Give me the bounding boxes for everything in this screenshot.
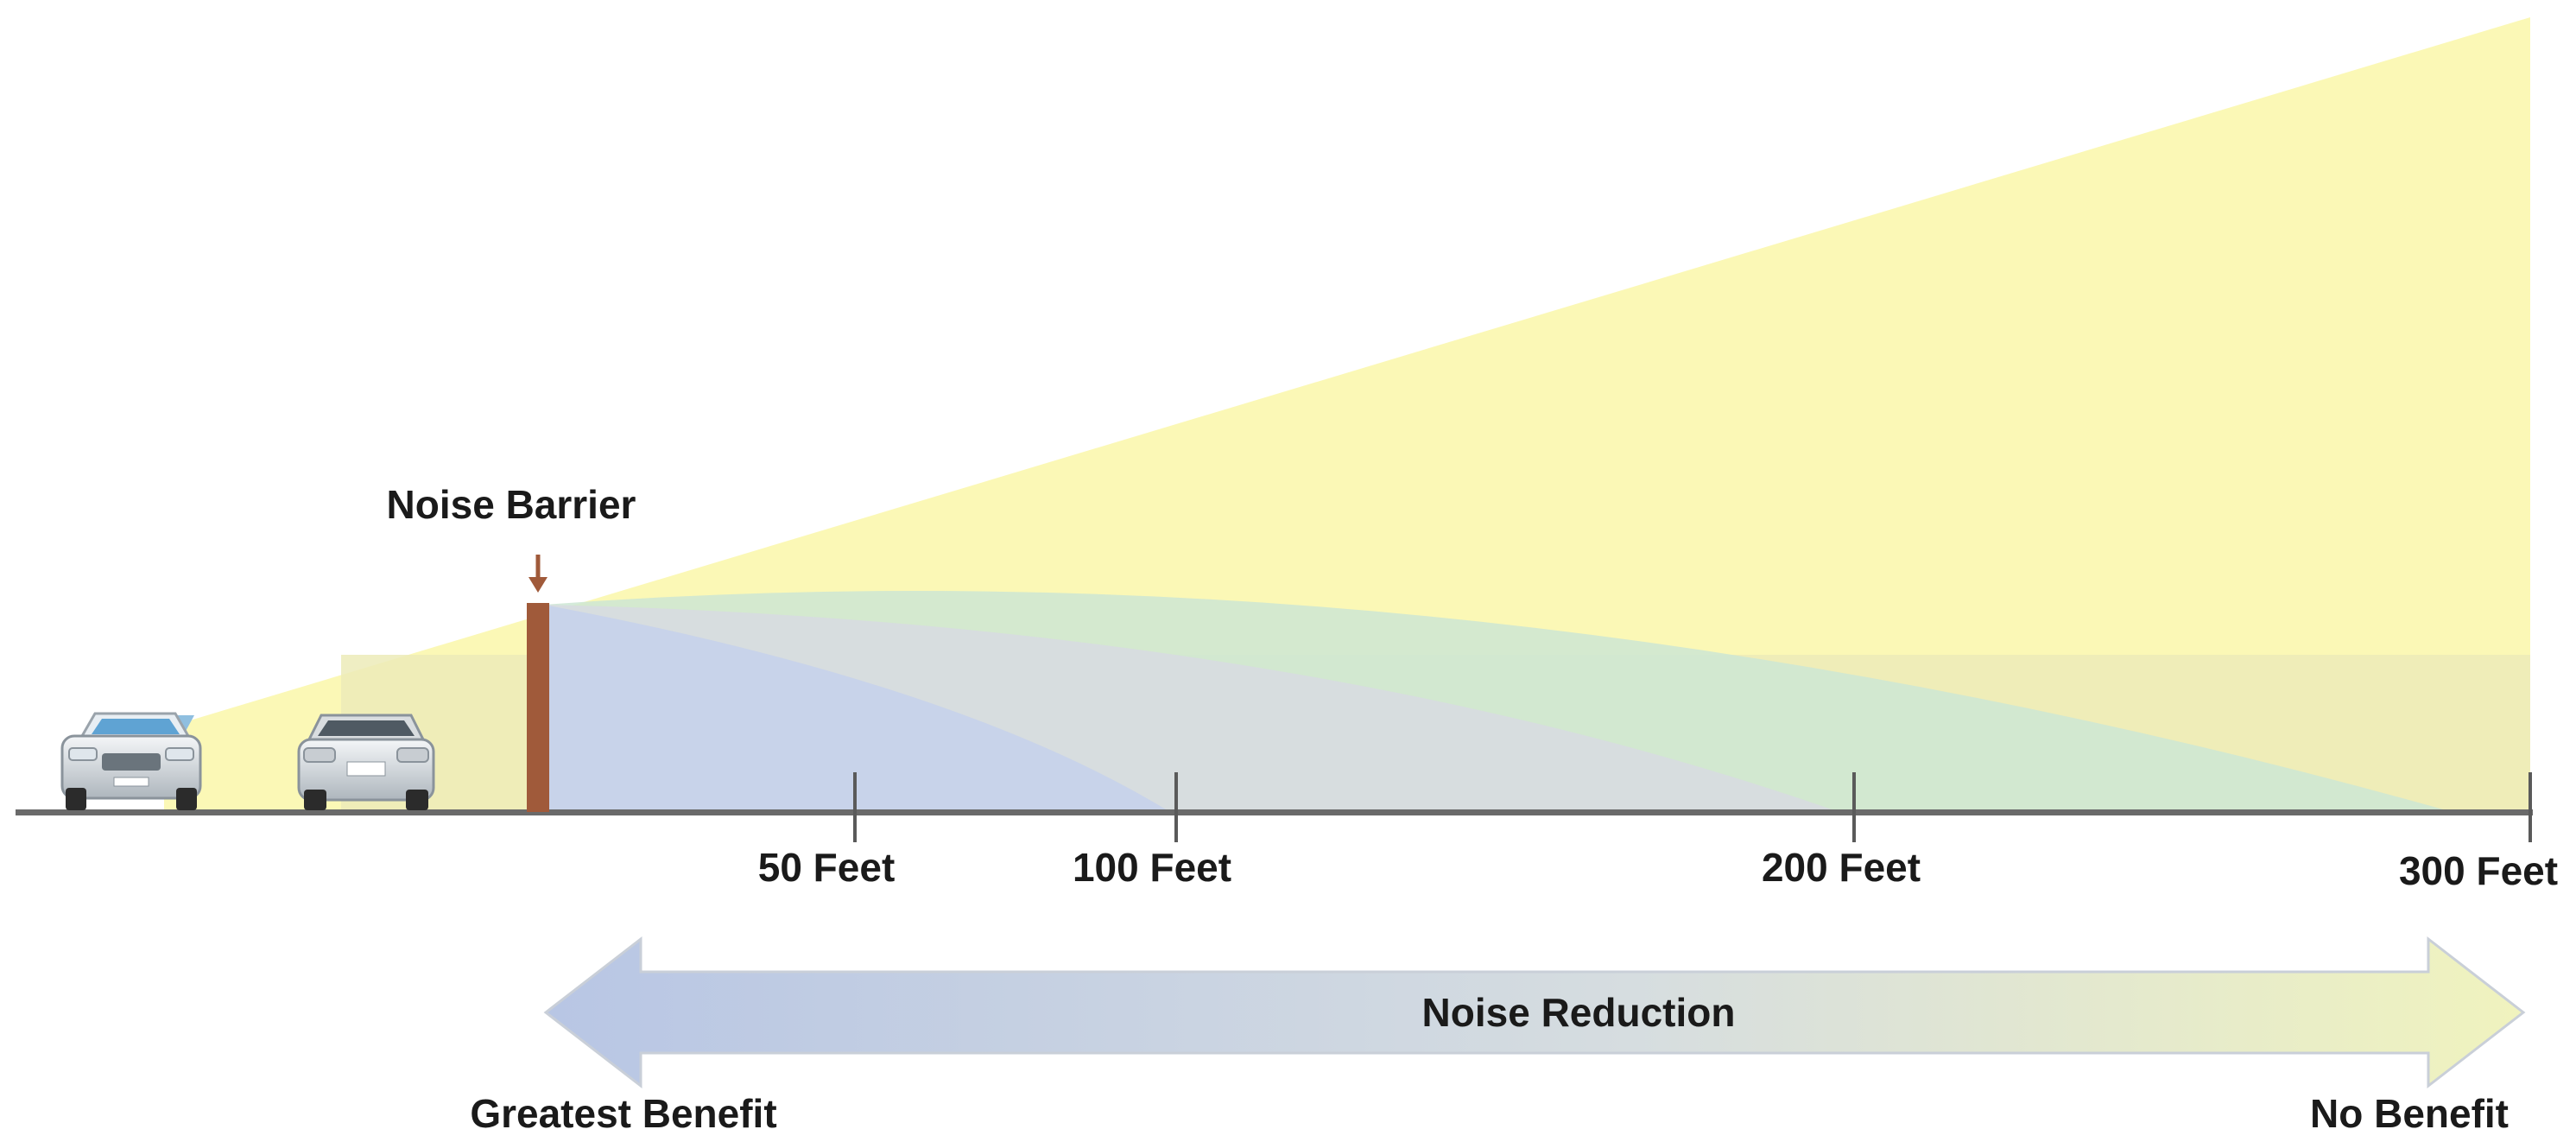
greatest-benefit-label: Greatest Benefit bbox=[470, 1091, 776, 1136]
distance-label-300: 300 Feet bbox=[2399, 848, 2558, 893]
noise-barrier-label: Noise Barrier bbox=[387, 482, 636, 527]
no-benefit-label: No Benefit bbox=[2310, 1091, 2509, 1136]
down-arrow-icon bbox=[528, 555, 547, 593]
barrier-post-icon bbox=[527, 603, 549, 812]
distance-label-50: 50 Feet bbox=[758, 845, 896, 890]
car-front-icon bbox=[60, 712, 202, 810]
noise-reduction-label: Noise Reduction bbox=[1422, 990, 1736, 1035]
distance-label-100: 100 Feet bbox=[1073, 845, 1231, 890]
distance-label-200: 200 Feet bbox=[1762, 845, 1921, 890]
noise-reduction-arrow bbox=[543, 936, 2526, 1089]
car-rear-icon bbox=[297, 714, 435, 810]
ground-line bbox=[16, 809, 2533, 815]
distance-ticks bbox=[853, 772, 2532, 842]
shadow-zone-near bbox=[544, 605, 1170, 812]
